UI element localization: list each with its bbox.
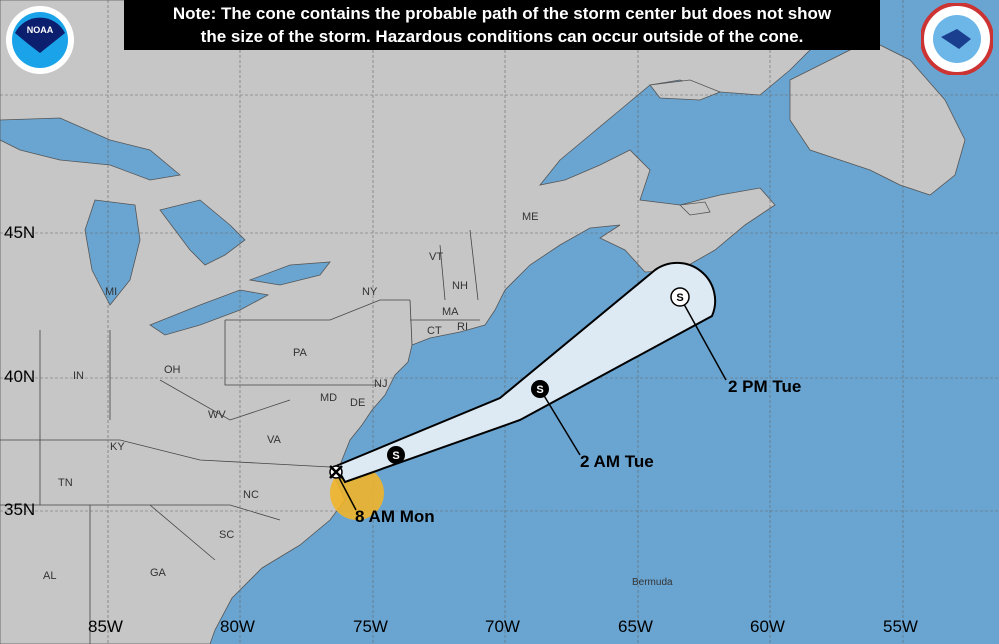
state-label: TN bbox=[58, 477, 73, 489]
state-label: NJ bbox=[374, 378, 388, 390]
lon-label-85w: 85W bbox=[88, 617, 123, 636]
noaa-logo: NOAA bbox=[6, 6, 74, 74]
lon-label-55w: 55W bbox=[883, 617, 918, 636]
state-label: KY bbox=[110, 441, 125, 453]
cone-note: Note: The cone contains the probable pat… bbox=[124, 0, 880, 50]
state-label: AL bbox=[43, 570, 57, 582]
state-label: MI bbox=[105, 286, 118, 298]
state-label: PA bbox=[293, 347, 307, 359]
current-position-x-icon bbox=[329, 465, 343, 479]
state-label: RI bbox=[457, 321, 468, 333]
lat-label-45n: 45N bbox=[4, 223, 36, 242]
state-label: MD bbox=[320, 392, 338, 404]
state-label: IN bbox=[73, 370, 84, 382]
forecast-cone bbox=[334, 261, 717, 484]
nws-logo bbox=[921, 3, 993, 75]
forecast-point-s-2: S bbox=[531, 380, 549, 398]
state-label: OH bbox=[164, 364, 181, 376]
state-label: VA bbox=[267, 434, 281, 446]
lon-label-75w: 75W bbox=[353, 617, 388, 636]
lat-label-35n: 35N bbox=[4, 500, 36, 519]
lon-label-70w: 70W bbox=[485, 617, 520, 636]
svg-text:S: S bbox=[392, 450, 399, 462]
forecast-time-8am-mon: 8 AM Mon bbox=[355, 507, 435, 526]
forecast-point-s-3: S bbox=[670, 287, 690, 307]
state-label: SC bbox=[219, 529, 235, 541]
state-label: WV bbox=[208, 409, 226, 421]
lon-label-65w: 65W bbox=[618, 617, 653, 636]
track-leaders bbox=[335, 296, 727, 511]
state-label: VT bbox=[429, 251, 444, 263]
note-line-1: Note: The cone contains the probable pat… bbox=[172, 4, 832, 23]
state-borders bbox=[0, 229, 480, 644]
svg-text:S: S bbox=[676, 292, 683, 304]
forecast-time-2am-tue: 2 AM Tue bbox=[580, 452, 654, 471]
land bbox=[0, 0, 966, 644]
lon-label-60w: 60W bbox=[750, 617, 785, 636]
state-label: ME bbox=[522, 211, 539, 223]
bermuda-label: Bermuda bbox=[632, 577, 673, 588]
forecast-time-2pm-tue: 2 PM Tue bbox=[728, 377, 802, 396]
state-label: DE bbox=[350, 397, 366, 409]
note-line-2: the size of the storm. Hazardous conditi… bbox=[200, 27, 804, 46]
state-label: CT bbox=[427, 325, 442, 337]
state-label: MA bbox=[442, 306, 459, 318]
state-label: NH bbox=[452, 280, 468, 292]
forecast-point-s-1: S bbox=[387, 446, 405, 464]
svg-text:NOAA: NOAA bbox=[27, 25, 54, 35]
state-label: NC bbox=[243, 489, 259, 501]
svg-text:S: S bbox=[536, 384, 543, 396]
lat-label-40n: 40N bbox=[4, 367, 36, 386]
great-lakes bbox=[0, 117, 331, 336]
state-label: GA bbox=[150, 567, 166, 579]
state-label: NY bbox=[362, 286, 378, 298]
lon-label-80w: 80W bbox=[220, 617, 255, 636]
